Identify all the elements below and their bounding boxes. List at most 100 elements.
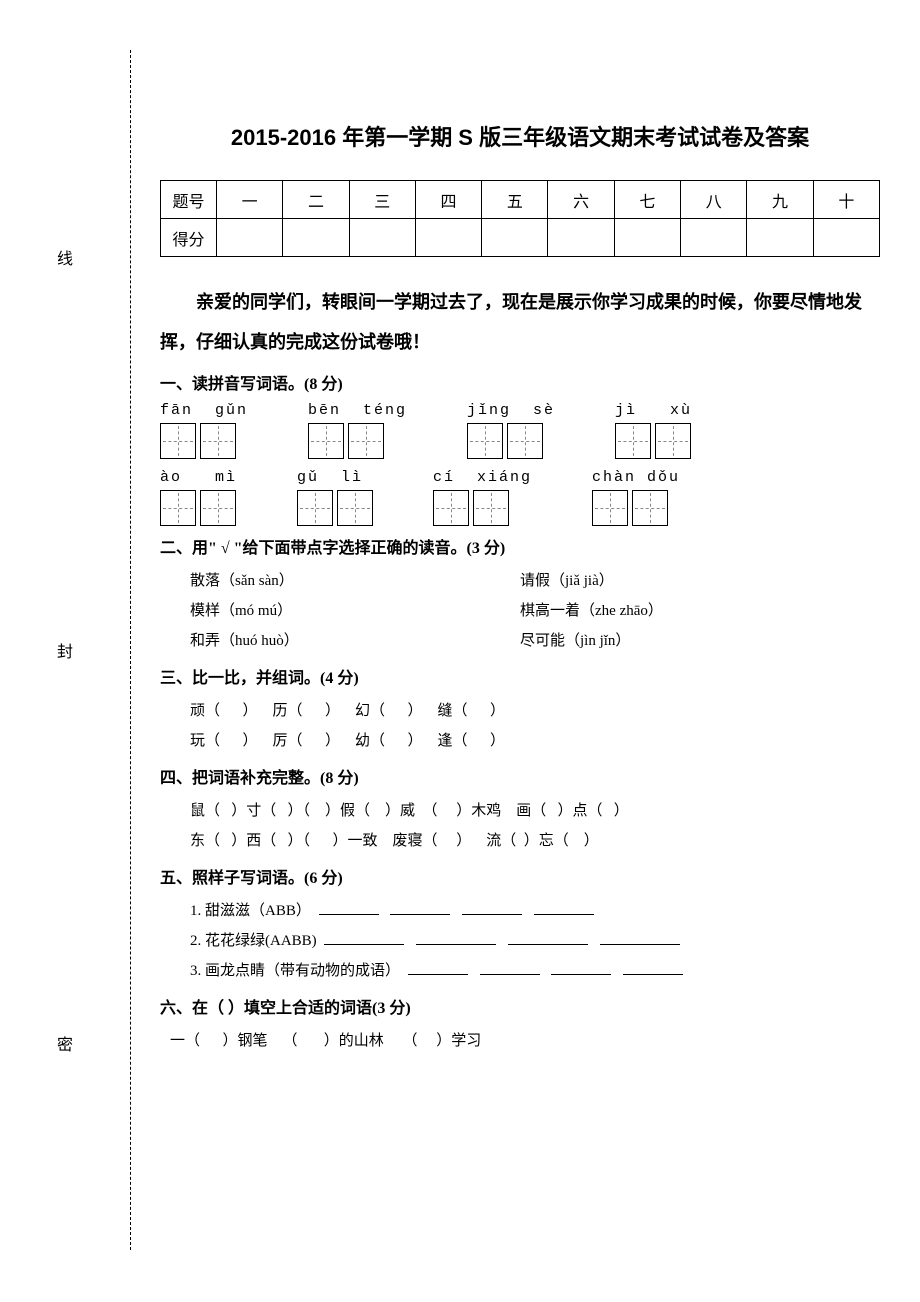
q-right: 棋高一着（zhe zhāo） bbox=[520, 596, 880, 626]
pinyin-group: gǔ lì bbox=[297, 469, 373, 526]
row-label: 得分 bbox=[161, 219, 217, 257]
char-box bbox=[592, 490, 628, 526]
char-box bbox=[337, 490, 373, 526]
question-line: 模样（mó mú） 棋高一着（zhe zhāo） bbox=[190, 596, 880, 626]
col-cell: 三 bbox=[349, 181, 415, 219]
blank-cell bbox=[813, 219, 879, 257]
pattern-label: 3. 画龙点睛（带有动物的成语） bbox=[190, 963, 400, 979]
char-box bbox=[433, 490, 469, 526]
char-boxes bbox=[297, 490, 373, 526]
blank-cell bbox=[349, 219, 415, 257]
table-row: 题号 一 二 三 四 五 六 七 八 九 十 bbox=[161, 181, 880, 219]
blank bbox=[416, 929, 496, 945]
page-content: 2015-2016 年第一学期 S 版三年级语文期末考试试卷及答案 题号 一 二… bbox=[160, 120, 880, 1056]
pinyin-group: jì xù bbox=[615, 402, 692, 459]
pinyin-group: bēn téng bbox=[308, 402, 407, 459]
char-boxes bbox=[615, 423, 692, 459]
compare-line: 顽（ ） 历（ ） 幻（ ） 缝（ ） bbox=[190, 696, 880, 726]
char-boxes bbox=[467, 423, 555, 459]
fold-line bbox=[130, 50, 131, 1250]
char-box bbox=[467, 423, 503, 459]
pattern-label: 1. 甜滋滋（ABB） bbox=[190, 903, 311, 919]
blank bbox=[408, 959, 468, 975]
col-cell: 四 bbox=[415, 181, 481, 219]
q-left: 和弄（huó huò） bbox=[190, 626, 520, 656]
pattern-line: 1. 甜滋滋（ABB） bbox=[190, 896, 880, 926]
binding-margin: 线 封 密 bbox=[50, 60, 80, 1240]
char-box bbox=[615, 423, 651, 459]
blank-cell bbox=[283, 219, 349, 257]
pinyin-text: fān gǔn bbox=[160, 402, 248, 419]
pinyin-text: ào mì bbox=[160, 469, 237, 486]
pinyin-group: jǐng sè bbox=[467, 402, 555, 459]
row-label: 题号 bbox=[161, 181, 217, 219]
col-cell: 八 bbox=[681, 181, 747, 219]
section-heading: 二、用" √ "给下面带点字选择正确的读音。(3 分) bbox=[160, 534, 880, 558]
margin-char-3: 密 bbox=[57, 1031, 73, 1055]
blank bbox=[508, 929, 588, 945]
char-box bbox=[200, 490, 236, 526]
pinyin-text: chàn dǒu bbox=[592, 469, 680, 486]
pinyin-row: fān gǔn bēn téng jǐng sè jì xù bbox=[160, 402, 880, 459]
score-table: 题号 一 二 三 四 五 六 七 八 九 十 得分 bbox=[160, 180, 880, 257]
pinyin-row: ào mì gǔ lì cí xiáng chàn dǒu bbox=[160, 469, 880, 526]
char-box bbox=[160, 490, 196, 526]
pinyin-group: ào mì bbox=[160, 469, 237, 526]
q-left: 散落（sǎn sàn） bbox=[190, 566, 520, 596]
char-boxes bbox=[160, 490, 237, 526]
fill-line: 一（ ）钢笔 （ ）的山林 （ ）学习 bbox=[170, 1026, 880, 1056]
blank bbox=[534, 899, 594, 915]
char-box bbox=[655, 423, 691, 459]
blank bbox=[480, 959, 540, 975]
page-title: 2015-2016 年第一学期 S 版三年级语文期末考试试卷及答案 bbox=[160, 120, 880, 152]
blank-cell bbox=[415, 219, 481, 257]
margin-char-1: 线 bbox=[57, 245, 73, 269]
char-box bbox=[632, 490, 668, 526]
col-cell: 一 bbox=[217, 181, 283, 219]
blank bbox=[324, 929, 404, 945]
section-heading: 三、比一比，并组词。(4 分) bbox=[160, 664, 880, 688]
section-heading: 一、读拼音写词语。(8 分) bbox=[160, 370, 880, 394]
idiom-line: 东（ ）西（ ）（ ）一致 废寝（ ） 流（ ）忘（ ） bbox=[190, 826, 880, 856]
blank bbox=[462, 899, 522, 915]
pattern-line: 3. 画龙点睛（带有动物的成语） bbox=[190, 956, 880, 986]
section-heading: 四、把词语补充完整。(8 分) bbox=[160, 764, 880, 788]
compare-line: 玩（ ） 厉（ ） 幼（ ） 逢（ ） bbox=[190, 726, 880, 756]
section-heading: 五、照样子写词语。(6 分) bbox=[160, 864, 880, 888]
char-box bbox=[160, 423, 196, 459]
blank-cell bbox=[548, 219, 614, 257]
col-cell: 七 bbox=[614, 181, 680, 219]
q-right: 请假（jiǎ jià） bbox=[520, 566, 880, 596]
char-box bbox=[507, 423, 543, 459]
question-line: 散落（sǎn sàn） 请假（jiǎ jià） bbox=[190, 566, 880, 596]
blank bbox=[390, 899, 450, 915]
pinyin-text: jì xù bbox=[615, 402, 692, 419]
char-box bbox=[297, 490, 333, 526]
pinyin-group: fān gǔn bbox=[160, 402, 248, 459]
blank-cell bbox=[217, 219, 283, 257]
blank bbox=[623, 959, 683, 975]
char-boxes bbox=[308, 423, 407, 459]
char-boxes bbox=[433, 490, 532, 526]
blank bbox=[319, 899, 379, 915]
margin-char-2: 封 bbox=[57, 638, 73, 662]
col-cell: 十 bbox=[813, 181, 879, 219]
col-cell: 六 bbox=[548, 181, 614, 219]
char-box bbox=[348, 423, 384, 459]
blank bbox=[600, 929, 680, 945]
pinyin-text: gǔ lì bbox=[297, 469, 373, 486]
char-box bbox=[308, 423, 344, 459]
q-right: 尽可能（jìn jǐn） bbox=[520, 626, 880, 656]
table-row: 得分 bbox=[161, 219, 880, 257]
intro-text: 亲爱的同学们，转眼间一学期过去了，现在是展示你学习成果的时候，你要尽情地发挥，仔… bbox=[160, 283, 880, 362]
idiom-line: 鼠（ ）寸（ ）（ ）假（ ）威 （ ）木鸡 画（ ）点（ ） bbox=[190, 796, 880, 826]
pinyin-group: chàn dǒu bbox=[592, 469, 680, 526]
pinyin-text: jǐng sè bbox=[467, 402, 555, 419]
blank-cell bbox=[681, 219, 747, 257]
col-cell: 五 bbox=[482, 181, 548, 219]
section-heading: 六、在（ ）填空上合适的词语(3 分) bbox=[160, 994, 880, 1018]
pattern-label: 2. 花花绿绿(AABB) bbox=[190, 933, 317, 949]
pattern-line: 2. 花花绿绿(AABB) bbox=[190, 926, 880, 956]
col-cell: 二 bbox=[283, 181, 349, 219]
blank-cell bbox=[614, 219, 680, 257]
